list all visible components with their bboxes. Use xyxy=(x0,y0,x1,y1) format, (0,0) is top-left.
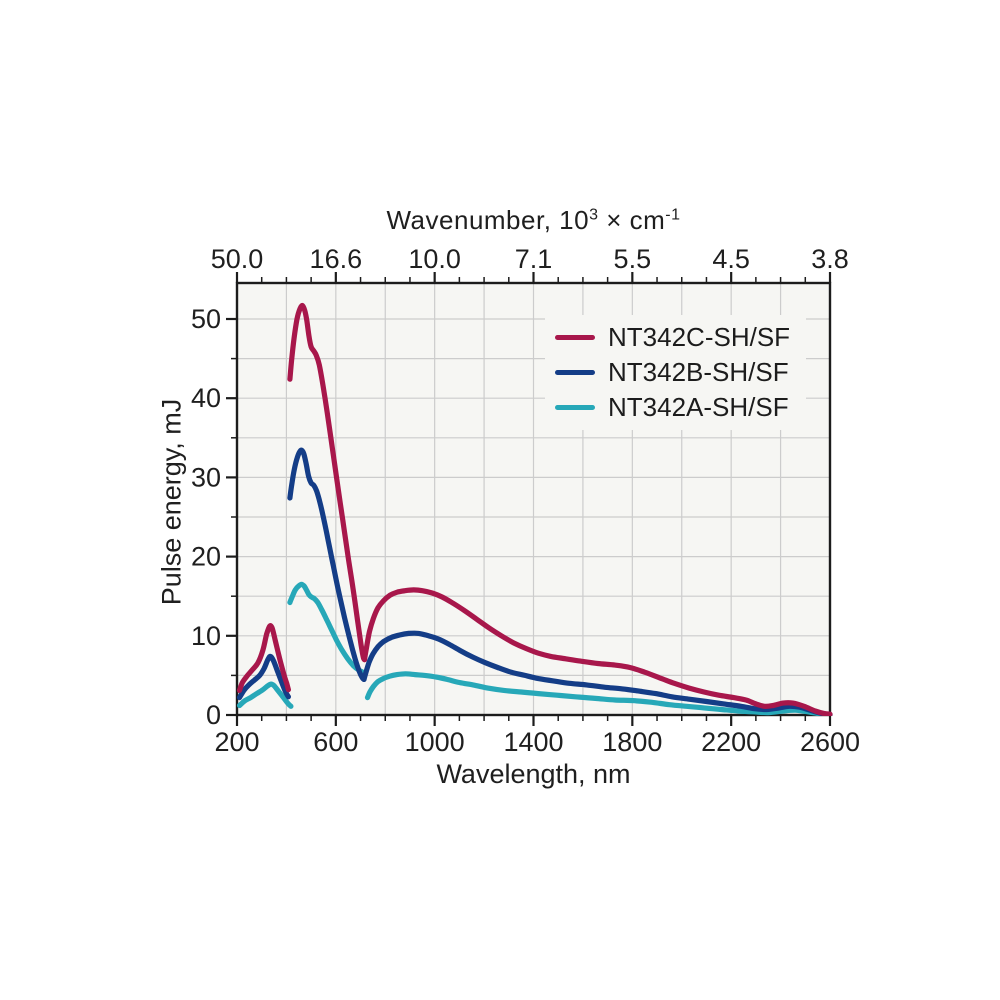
x-tick-label: 600 xyxy=(313,727,358,757)
y-tick-label: 40 xyxy=(191,383,221,413)
y-tick-label: 50 xyxy=(191,304,221,334)
legend-label-nt342a: NT342A-SH/SF xyxy=(608,392,789,422)
top-axis-title: Wavenumber, 103 × cm-1 xyxy=(237,205,830,236)
x-tick-label: 2200 xyxy=(701,727,761,757)
y-tick-label: 20 xyxy=(191,542,221,572)
curve-nt342c-sh-sf xyxy=(287,302,368,663)
curve-nt342b-sh-sf xyxy=(361,630,833,716)
wavenumber-tick-label: 7.1 xyxy=(515,244,553,274)
top-axis-title-sup3: 3 xyxy=(589,206,599,224)
curve-nt342a-sh-sf xyxy=(364,671,833,716)
y-tick-label: 10 xyxy=(191,621,221,651)
curve-nt342b-sh-sf xyxy=(287,447,367,682)
wavenumber-tick-label: 50.0 xyxy=(211,244,264,274)
y-tick-label: 0 xyxy=(206,700,221,730)
wavenumber-tick-label: 16.6 xyxy=(310,244,363,274)
legend-swatch-nt342a xyxy=(555,405,595,410)
top-axis-title-text: Wavenumber, 10 xyxy=(386,205,590,235)
x-axis-title: Wavelength, nm xyxy=(436,759,631,789)
curve-nt342b-sh-sf xyxy=(236,653,291,701)
top-axis-title-mid: × cm xyxy=(598,205,666,235)
x-tick-label: 200 xyxy=(214,727,259,757)
legend: NT342C-SH/SF NT342B-SH/SF NT342A-SH/SF xyxy=(545,315,807,430)
legend-swatch-nt342c xyxy=(555,335,595,340)
legend-item-nt342a: NT342A-SH/SF xyxy=(555,390,790,425)
x-tick-label: 1000 xyxy=(405,727,465,757)
wavenumber-tick-label: 4.5 xyxy=(712,244,750,274)
curve-nt342a-sh-sf xyxy=(236,681,294,709)
curves xyxy=(236,302,833,716)
legend-swatch-nt342b xyxy=(555,370,595,375)
y-axis-title: Pulse energy, mJ xyxy=(156,398,187,606)
legend-item-nt342c: NT342C-SH/SF xyxy=(555,320,790,355)
wavenumber-tick-label: 5.5 xyxy=(614,244,652,274)
legend-item-nt342b: NT342B-SH/SF xyxy=(555,355,790,390)
wavenumber-tick-label: 10.0 xyxy=(408,244,461,274)
legend-label-nt342b: NT342B-SH/SF xyxy=(608,357,789,387)
legend-label-nt342c: NT342C-SH/SF xyxy=(608,322,791,352)
x-tick-label: 1400 xyxy=(503,727,563,757)
curve-nt342c-sh-sf xyxy=(361,587,833,716)
wavenumber-tick-label: 3.8 xyxy=(811,244,849,274)
curve-nt342a-sh-sf xyxy=(287,581,366,675)
y-tick-label: 30 xyxy=(191,462,221,492)
curve-nt342c-sh-sf xyxy=(236,623,291,693)
x-tick-label: 2600 xyxy=(800,727,860,757)
x-tick-label: 1800 xyxy=(602,727,662,757)
plot-border xyxy=(235,281,832,717)
top-axis-title-sup-minus1: -1 xyxy=(665,206,681,224)
